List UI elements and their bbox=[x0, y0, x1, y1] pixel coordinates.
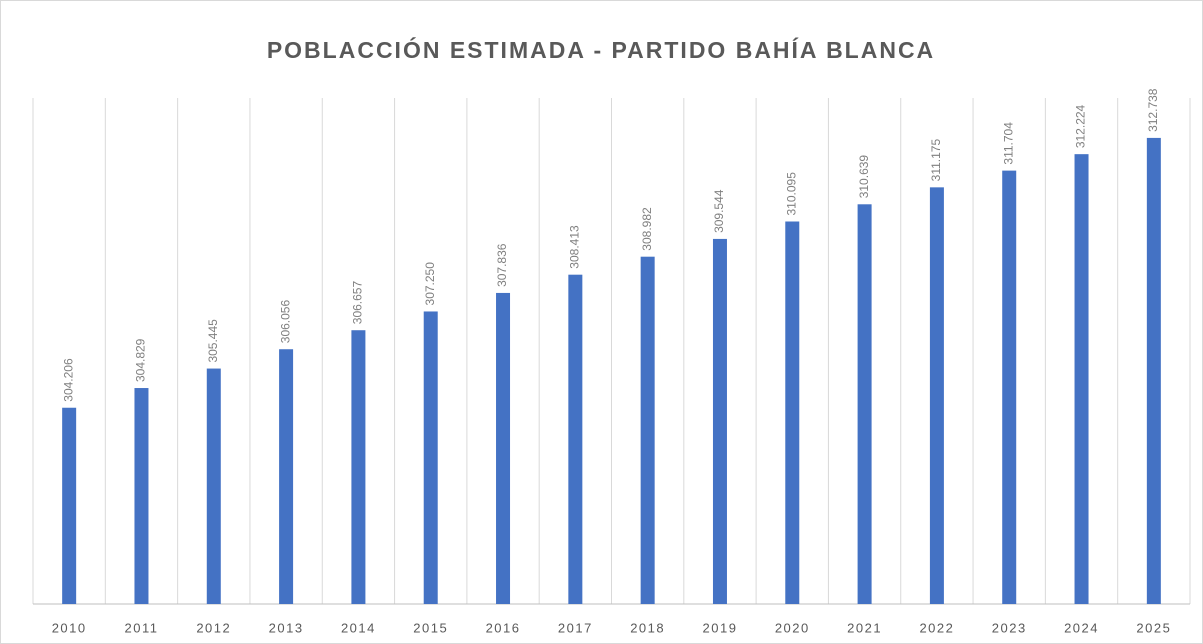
x-tick-label: 2010 bbox=[52, 620, 87, 635]
data-label: 304.829 bbox=[134, 338, 148, 382]
bar bbox=[1002, 170, 1017, 604]
data-label: 310.095 bbox=[784, 172, 798, 216]
data-label: 307.836 bbox=[495, 243, 509, 287]
data-label: 306.657 bbox=[351, 281, 365, 325]
data-label: 308.982 bbox=[640, 207, 654, 251]
x-tick-label: 2021 bbox=[847, 620, 882, 635]
bar bbox=[496, 292, 511, 604]
data-label: 304.206 bbox=[61, 358, 75, 402]
bar bbox=[857, 204, 872, 604]
x-tick-label: 2014 bbox=[341, 620, 376, 635]
bar bbox=[279, 349, 294, 604]
x-tick-label: 2018 bbox=[630, 620, 665, 635]
data-label: 312.224 bbox=[1074, 104, 1088, 148]
x-tick-label: 2022 bbox=[919, 620, 954, 635]
x-tick-label: 2024 bbox=[1064, 620, 1099, 635]
bar bbox=[568, 274, 583, 604]
x-tick-label: 2020 bbox=[775, 620, 810, 635]
data-label: 311.704 bbox=[1001, 122, 1015, 165]
x-tick-label: 2023 bbox=[992, 620, 1027, 635]
data-label: 305.445 bbox=[206, 319, 220, 363]
bar bbox=[1074, 154, 1089, 604]
x-tick-label: 2016 bbox=[486, 620, 521, 635]
bar bbox=[62, 407, 77, 604]
x-tick-label: 2012 bbox=[196, 620, 231, 635]
x-tick-label: 2011 bbox=[124, 620, 158, 635]
bar bbox=[929, 187, 944, 604]
data-label: 310.639 bbox=[857, 155, 871, 199]
bar bbox=[351, 330, 366, 604]
x-tick-label: 2013 bbox=[269, 620, 304, 635]
bar bbox=[712, 238, 727, 604]
x-tick-label: 2017 bbox=[558, 620, 593, 635]
x-tick-label: 2015 bbox=[413, 620, 448, 635]
data-label: 308.413 bbox=[568, 225, 582, 269]
bar bbox=[206, 368, 221, 604]
data-label: 306.056 bbox=[278, 300, 292, 344]
bar bbox=[423, 311, 438, 604]
data-label: 309.544 bbox=[712, 189, 726, 233]
chart-title: POBLACCIÓN ESTIMADA - PARTIDO BAHÍA BLAN… bbox=[267, 36, 935, 63]
data-label: 311.175 bbox=[929, 139, 943, 182]
x-tick-label: 2019 bbox=[703, 620, 738, 635]
bar bbox=[640, 256, 655, 604]
data-label: 307.250 bbox=[423, 262, 437, 306]
data-label: 312.738 bbox=[1146, 88, 1160, 132]
bar bbox=[134, 388, 149, 604]
bar bbox=[785, 221, 800, 605]
bar bbox=[1146, 137, 1161, 604]
x-tick-label: 2025 bbox=[1136, 620, 1171, 635]
